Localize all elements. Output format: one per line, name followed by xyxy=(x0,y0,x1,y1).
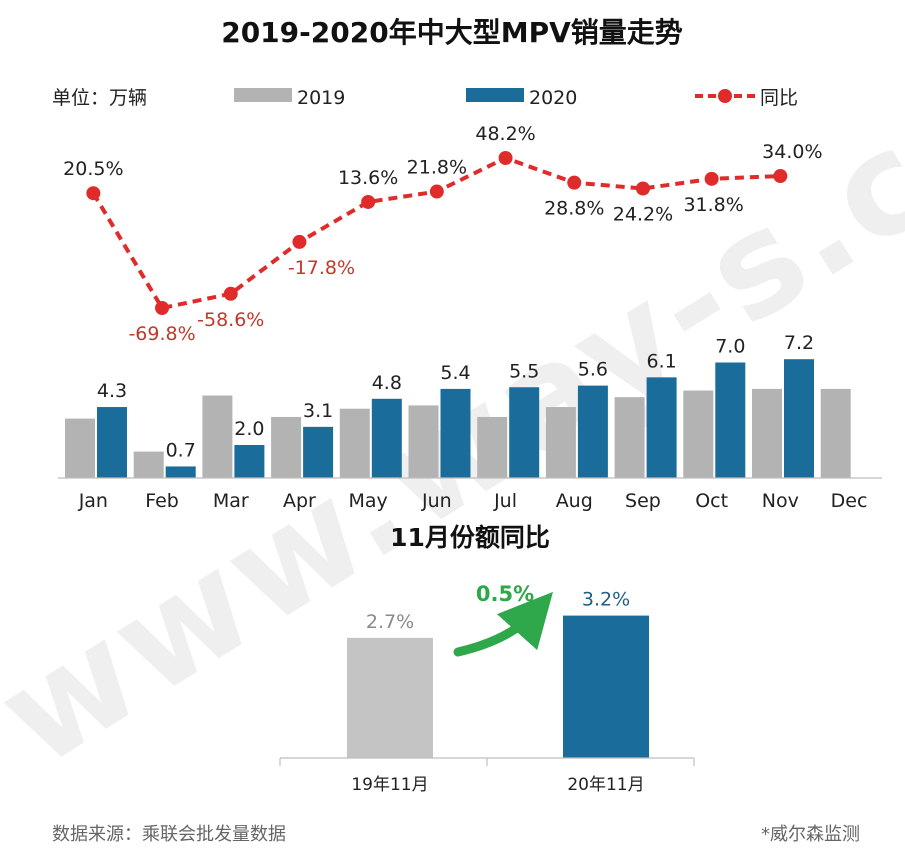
bar-2020-mar xyxy=(234,445,265,478)
bar-2020-label-feb: 0.7 xyxy=(166,439,196,461)
bar-2020-label-nov: 7.2 xyxy=(784,332,814,354)
month-label-feb: Feb xyxy=(145,490,179,512)
bar-2020-jun xyxy=(440,388,471,478)
month-label-mar: Mar xyxy=(213,490,249,512)
month-label-dec: Dec xyxy=(831,490,868,512)
bar-2020-sep xyxy=(646,377,677,478)
yoy-label-jan: 20.5% xyxy=(63,158,123,180)
chart-title: 2019-2020年中大型MPV销量走势 xyxy=(221,16,683,49)
bar-2019-sep xyxy=(614,397,645,478)
bar-2020-label-aug: 5.6 xyxy=(578,359,608,381)
yoy-label-jun: 21.8% xyxy=(407,157,467,179)
bar-2020-jul xyxy=(509,387,540,478)
unit-label: 单位：万辆 xyxy=(52,87,147,109)
share-category-label-2019-nov: 19年11月 xyxy=(351,775,428,795)
bar-2019-mar xyxy=(202,395,233,478)
bar-2019-oct xyxy=(683,390,714,478)
bar-2020-aug xyxy=(577,385,608,478)
bar-2020-label-apr: 3.1 xyxy=(303,400,333,422)
yoy-point-jun xyxy=(429,184,444,199)
footer-note: *威尔森监测 xyxy=(761,824,860,845)
month-label-nov: Nov xyxy=(762,490,799,512)
legend-swatch-2020 xyxy=(466,88,524,102)
bar-2019-aug xyxy=(545,407,576,478)
yoy-label-may: 13.6% xyxy=(338,167,398,189)
yoy-point-may xyxy=(361,194,376,209)
yoy-label-feb: -69.8% xyxy=(128,323,195,345)
yoy-point-nov xyxy=(773,169,788,184)
share-value-label-2019-nov: 2.7% xyxy=(366,611,414,633)
bar-2020-label-mar: 2.0 xyxy=(234,418,264,440)
yoy-label-nov: 34.0% xyxy=(762,141,822,163)
yoy-point-sep xyxy=(635,181,650,196)
yoy-point-jul xyxy=(498,151,513,165)
bar-2020-jan xyxy=(97,407,127,478)
yoy-label-aug: 28.8% xyxy=(544,198,604,220)
bar-2020-label-may: 4.8 xyxy=(372,372,402,394)
share-category-label-2020-nov: 20年11月 xyxy=(567,775,644,795)
yoy-point-feb xyxy=(155,301,170,315)
month-label-jun: Jun xyxy=(421,490,452,512)
month-label-jul: Jul xyxy=(493,490,517,512)
bar-2020-apr xyxy=(303,426,334,478)
legend-label-2019: 2019 xyxy=(297,87,345,109)
footer-source: 数据来源：乘联会批发量数据 xyxy=(52,824,286,845)
main-bars-group: 4.3 0.7 2.0 3.1 4.8 5.4 5.5 5.6 6.1 7.0 7.2 xyxy=(65,332,851,478)
yoy-point-jan xyxy=(86,186,101,201)
month-label-sep: Sep xyxy=(625,490,661,512)
bar-2020-nov xyxy=(784,359,814,478)
bar-2020-label-jan: 4.3 xyxy=(97,380,127,402)
share-chart-title: 11月份额同比 xyxy=(390,523,550,552)
bar-2020-label-jul: 5.5 xyxy=(509,360,539,382)
bar-2019-apr xyxy=(271,416,302,478)
yoy-label-jul: 48.2% xyxy=(475,123,535,145)
share-bar-2020-nov xyxy=(563,615,649,758)
bar-2020-feb xyxy=(165,466,196,478)
yoy-point-mar xyxy=(223,286,238,301)
month-label-aug: Aug xyxy=(556,490,593,512)
month-labels-group: Jan Feb Mar Apr May Jun Jul Aug Sep Oct Nov Dec xyxy=(78,490,868,512)
bar-2020-label-sep: 6.1 xyxy=(646,350,676,372)
month-label-may: May xyxy=(349,490,388,512)
bar-2020-oct xyxy=(715,362,746,478)
yoy-point-oct xyxy=(704,171,719,186)
month-label-apr: Apr xyxy=(283,490,316,512)
yoy-line-group: 20.5% -69.8%-58.6% -17.8% 13.6% 21.8% 48.2% 28… xyxy=(63,123,822,345)
legend-swatch-2019 xyxy=(234,88,292,102)
bar-2019-jan xyxy=(65,418,95,478)
bar-2019-feb xyxy=(133,451,164,478)
month-label-jan: Jan xyxy=(78,490,108,512)
yoy-label-apr: -17.8% xyxy=(288,257,355,279)
bar-2019-may xyxy=(339,408,370,478)
yoy-point-aug xyxy=(567,175,582,190)
share-increase-arrow xyxy=(453,591,553,657)
share-bar-2019-nov xyxy=(347,637,433,758)
yoy-label-sep: 24.2% xyxy=(613,204,673,226)
bar-2020-label-jun: 5.4 xyxy=(440,362,470,384)
yoy-label-oct: 31.8% xyxy=(683,194,743,216)
yoy-point-apr xyxy=(292,234,307,249)
bar-2019-jun xyxy=(408,405,439,478)
bar-2020-may xyxy=(371,398,402,478)
share-delta-label: 0.5% xyxy=(476,582,534,606)
legend-marker-yoy xyxy=(718,89,732,103)
bar-2020-label-oct: 7.0 xyxy=(715,336,745,358)
share-bars-group: 2.7% 19年11月 3.2% 20年11月 xyxy=(347,589,649,795)
bar-2019-dec xyxy=(820,388,851,478)
yoy-label-mar: -58.6% xyxy=(197,309,264,331)
bar-2019-nov xyxy=(752,388,782,478)
legend-label-yoy: 同比 xyxy=(760,87,798,109)
month-label-oct: Oct xyxy=(695,490,728,512)
share-value-label-2020-nov: 3.2% xyxy=(582,589,630,611)
legend-label-2020: 2020 xyxy=(529,87,577,109)
bar-2019-jul xyxy=(477,416,508,478)
